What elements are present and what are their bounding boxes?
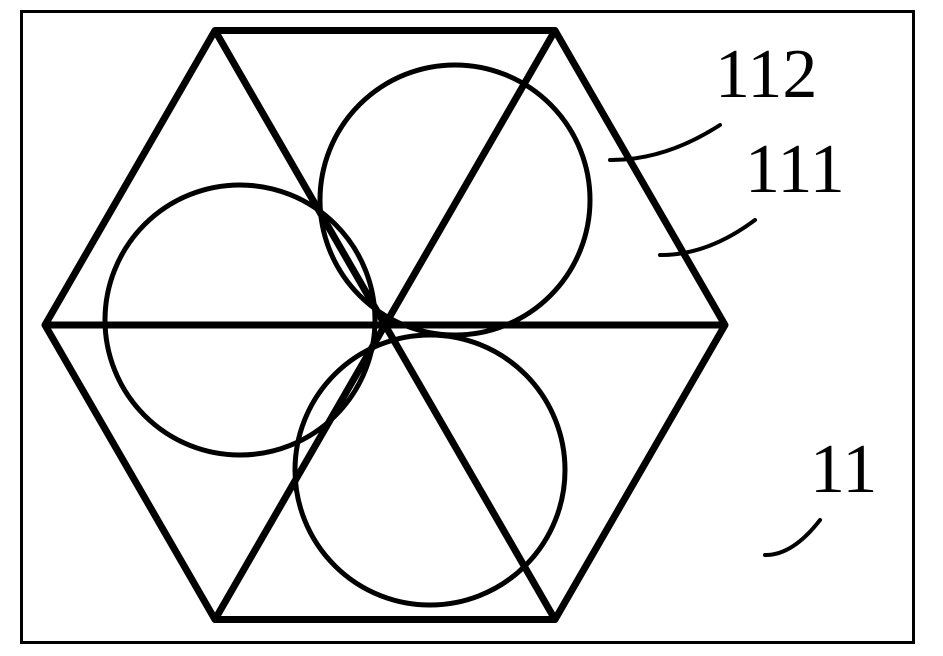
label-11: 11 [810,430,877,510]
leader-112 [610,125,720,160]
label-112: 112 [715,35,817,115]
leader-111 [660,220,755,255]
label-111: 111 [745,130,845,210]
leader-11 [765,520,820,555]
